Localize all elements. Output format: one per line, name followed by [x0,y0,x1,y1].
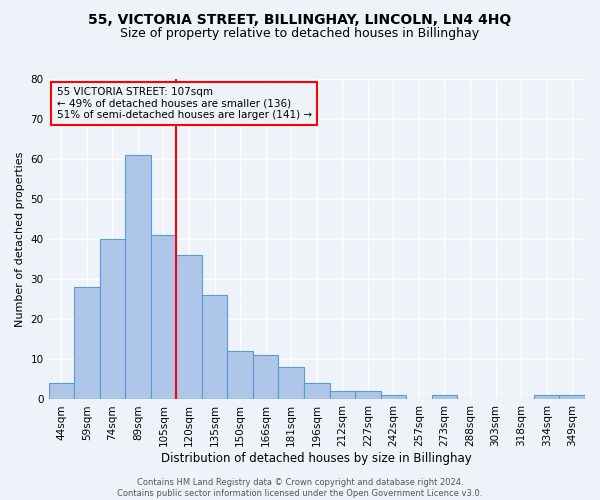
Bar [151,235,176,400]
Bar [253,356,278,400]
Bar [176,256,202,400]
Bar [49,384,74,400]
Bar [380,396,406,400]
Text: 55, VICTORIA STREET, BILLINGHAY, LINCOLN, LN4 4HQ: 55, VICTORIA STREET, BILLINGHAY, LINCOLN… [88,12,512,26]
Bar [74,288,100,400]
Bar [125,155,151,400]
Bar [432,396,457,400]
Text: 55 VICTORIA STREET: 107sqm
← 49% of detached houses are smaller (136)
51% of sem: 55 VICTORIA STREET: 107sqm ← 49% of deta… [56,87,312,120]
Bar [304,384,329,400]
X-axis label: Distribution of detached houses by size in Billinghay: Distribution of detached houses by size … [161,452,472,465]
Bar [227,352,253,400]
Bar [329,392,355,400]
Y-axis label: Number of detached properties: Number of detached properties [15,152,25,327]
Bar [534,396,559,400]
Bar [100,239,125,400]
Text: Size of property relative to detached houses in Billinghay: Size of property relative to detached ho… [121,28,479,40]
Bar [559,396,585,400]
Text: Contains HM Land Registry data © Crown copyright and database right 2024.
Contai: Contains HM Land Registry data © Crown c… [118,478,482,498]
Bar [278,368,304,400]
Bar [202,296,227,400]
Bar [355,392,380,400]
